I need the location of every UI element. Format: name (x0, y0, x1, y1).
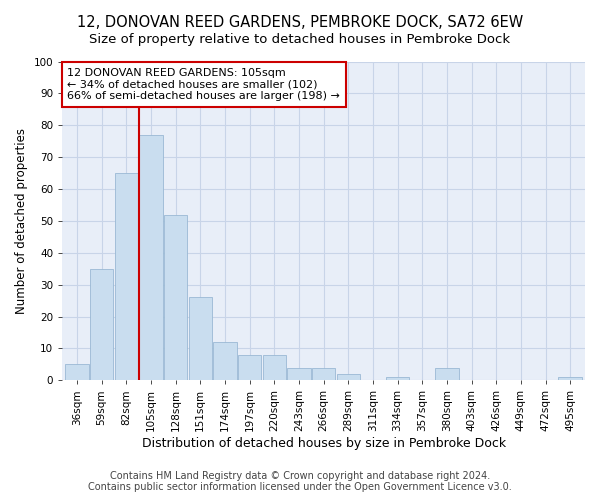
Bar (65, 364, 89, 380)
Bar (139, 135, 163, 380)
Text: 12 DONOVAN REED GARDENS: 105sqm
← 34% of detached houses are smaller (102)
66% o: 12 DONOVAN REED GARDENS: 105sqm ← 34% of… (67, 68, 340, 101)
Bar (238, 355, 262, 380)
Bar (312, 368, 335, 380)
Bar (115, 173, 138, 380)
Text: Contains HM Land Registry data © Crown copyright and database right 2024.
Contai: Contains HM Land Registry data © Crown c… (88, 471, 512, 492)
Bar (386, 377, 409, 380)
Bar (287, 368, 311, 380)
Bar (90, 268, 113, 380)
Bar (559, 377, 582, 380)
X-axis label: Distribution of detached houses by size in Pembroke Dock: Distribution of detached houses by size … (142, 437, 506, 450)
Bar (164, 214, 187, 380)
Text: 12, DONOVAN REED GARDENS, PEMBROKE DOCK, SA72 6EW: 12, DONOVAN REED GARDENS, PEMBROKE DOCK,… (77, 15, 523, 30)
Y-axis label: Number of detached properties: Number of detached properties (15, 128, 28, 314)
Bar (213, 342, 236, 380)
Bar (188, 298, 212, 380)
Bar (263, 355, 286, 380)
Bar (435, 368, 458, 380)
Bar (337, 374, 360, 380)
Text: Size of property relative to detached houses in Pembroke Dock: Size of property relative to detached ho… (89, 32, 511, 46)
